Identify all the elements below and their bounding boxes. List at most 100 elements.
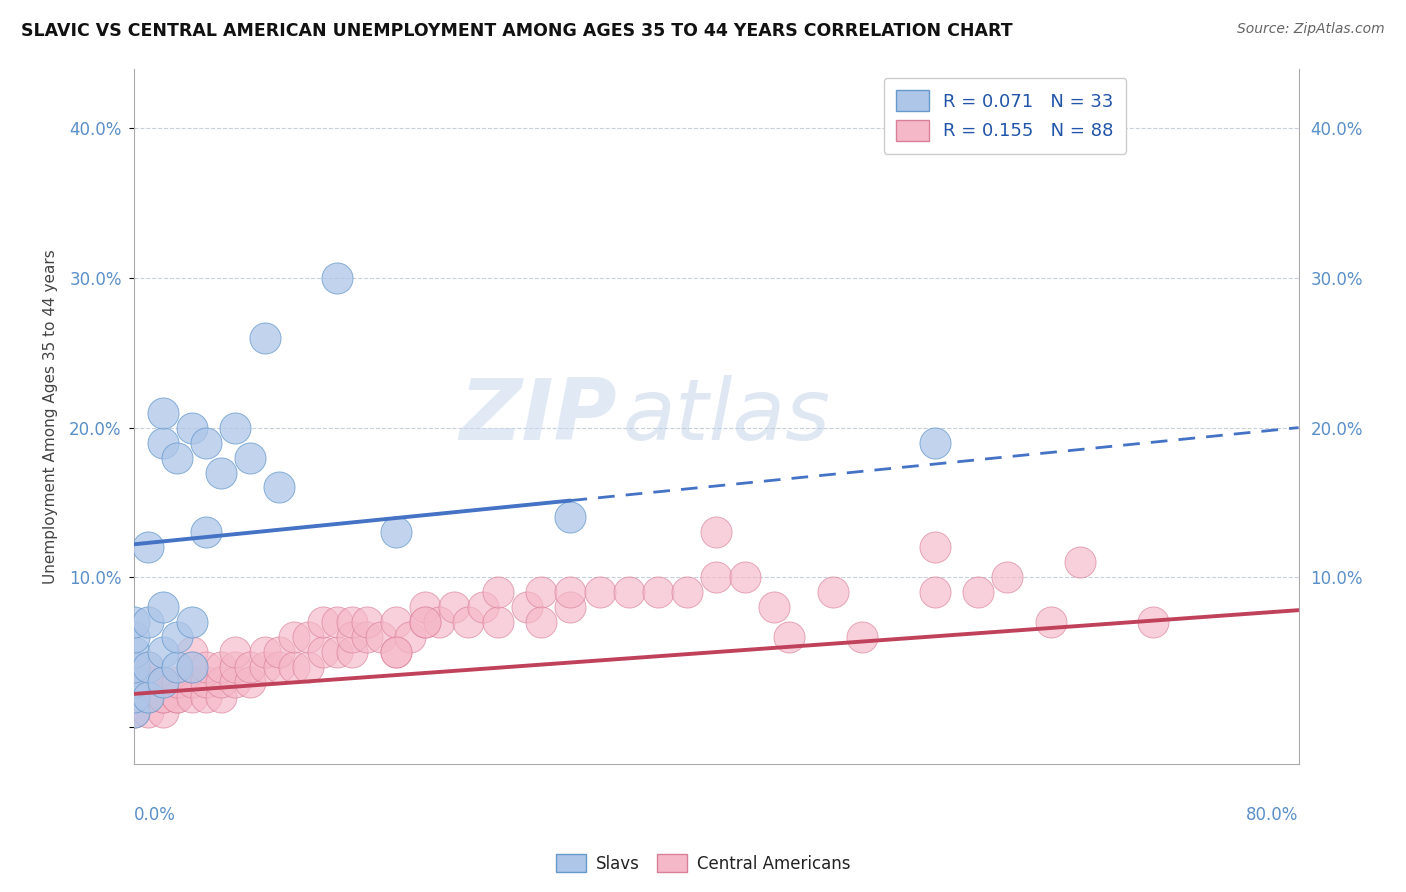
- Point: [340, 615, 363, 629]
- Point: [180, 645, 202, 659]
- Point: [530, 615, 553, 629]
- Point: [180, 660, 202, 674]
- Point: [778, 630, 800, 644]
- Point: [253, 331, 276, 345]
- Point: [152, 675, 174, 690]
- Point: [122, 675, 145, 690]
- Point: [209, 466, 232, 480]
- Point: [209, 690, 232, 704]
- Point: [152, 690, 174, 704]
- Point: [443, 600, 465, 615]
- Point: [195, 675, 218, 690]
- Point: [413, 615, 436, 629]
- Point: [136, 615, 159, 629]
- Point: [152, 435, 174, 450]
- Point: [152, 690, 174, 704]
- Point: [704, 570, 727, 584]
- Point: [122, 690, 145, 704]
- Point: [676, 585, 699, 599]
- Point: [384, 645, 406, 659]
- Point: [326, 271, 349, 285]
- Point: [326, 645, 349, 659]
- Text: 0.0%: 0.0%: [134, 806, 176, 824]
- Point: [152, 675, 174, 690]
- Point: [209, 660, 232, 674]
- Point: [122, 705, 145, 719]
- Point: [995, 570, 1018, 584]
- Point: [516, 600, 538, 615]
- Point: [136, 660, 159, 674]
- Point: [924, 541, 946, 555]
- Point: [356, 615, 378, 629]
- Point: [1142, 615, 1164, 629]
- Point: [560, 600, 582, 615]
- Point: [413, 600, 436, 615]
- Point: [136, 541, 159, 555]
- Text: SLAVIC VS CENTRAL AMERICAN UNEMPLOYMENT AMONG AGES 35 TO 44 YEARS CORRELATION CH: SLAVIC VS CENTRAL AMERICAN UNEMPLOYMENT …: [21, 22, 1012, 40]
- Point: [224, 645, 246, 659]
- Point: [122, 645, 145, 659]
- Point: [136, 705, 159, 719]
- Point: [166, 690, 188, 704]
- Point: [617, 585, 640, 599]
- Point: [152, 645, 174, 659]
- Point: [924, 585, 946, 599]
- Point: [326, 615, 349, 629]
- Point: [195, 660, 218, 674]
- Point: [180, 675, 202, 690]
- Point: [821, 585, 844, 599]
- Legend: R = 0.071   N = 33, R = 0.155   N = 88: R = 0.071 N = 33, R = 0.155 N = 88: [884, 78, 1126, 153]
- Point: [356, 630, 378, 644]
- Point: [152, 600, 174, 615]
- Point: [136, 660, 159, 674]
- Point: [340, 630, 363, 644]
- Y-axis label: Unemployment Among Ages 35 to 44 years: Unemployment Among Ages 35 to 44 years: [44, 249, 58, 583]
- Point: [239, 660, 262, 674]
- Text: Source: ZipAtlas.com: Source: ZipAtlas.com: [1237, 22, 1385, 37]
- Point: [370, 630, 392, 644]
- Point: [384, 645, 406, 659]
- Point: [209, 675, 232, 690]
- Point: [560, 585, 582, 599]
- Point: [297, 660, 319, 674]
- Point: [283, 660, 305, 674]
- Point: [122, 690, 145, 704]
- Point: [239, 450, 262, 465]
- Point: [967, 585, 990, 599]
- Point: [704, 525, 727, 540]
- Point: [152, 705, 174, 719]
- Point: [180, 420, 202, 434]
- Point: [122, 690, 145, 704]
- Text: ZIP: ZIP: [460, 375, 617, 458]
- Point: [136, 690, 159, 704]
- Point: [166, 690, 188, 704]
- Point: [269, 480, 291, 494]
- Point: [166, 675, 188, 690]
- Point: [152, 675, 174, 690]
- Point: [122, 705, 145, 719]
- Point: [253, 660, 276, 674]
- Point: [122, 615, 145, 629]
- Point: [399, 630, 422, 644]
- Point: [136, 690, 159, 704]
- Point: [647, 585, 669, 599]
- Point: [413, 615, 436, 629]
- Point: [122, 675, 145, 690]
- Point: [340, 645, 363, 659]
- Text: atlas: atlas: [623, 375, 831, 458]
- Point: [486, 585, 509, 599]
- Point: [427, 615, 450, 629]
- Point: [384, 615, 406, 629]
- Point: [195, 525, 218, 540]
- Point: [457, 615, 479, 629]
- Point: [195, 690, 218, 704]
- Point: [166, 450, 188, 465]
- Point: [312, 645, 335, 659]
- Point: [136, 690, 159, 704]
- Point: [734, 570, 756, 584]
- Point: [560, 510, 582, 524]
- Point: [122, 705, 145, 719]
- Point: [1040, 615, 1063, 629]
- Point: [269, 645, 291, 659]
- Point: [239, 675, 262, 690]
